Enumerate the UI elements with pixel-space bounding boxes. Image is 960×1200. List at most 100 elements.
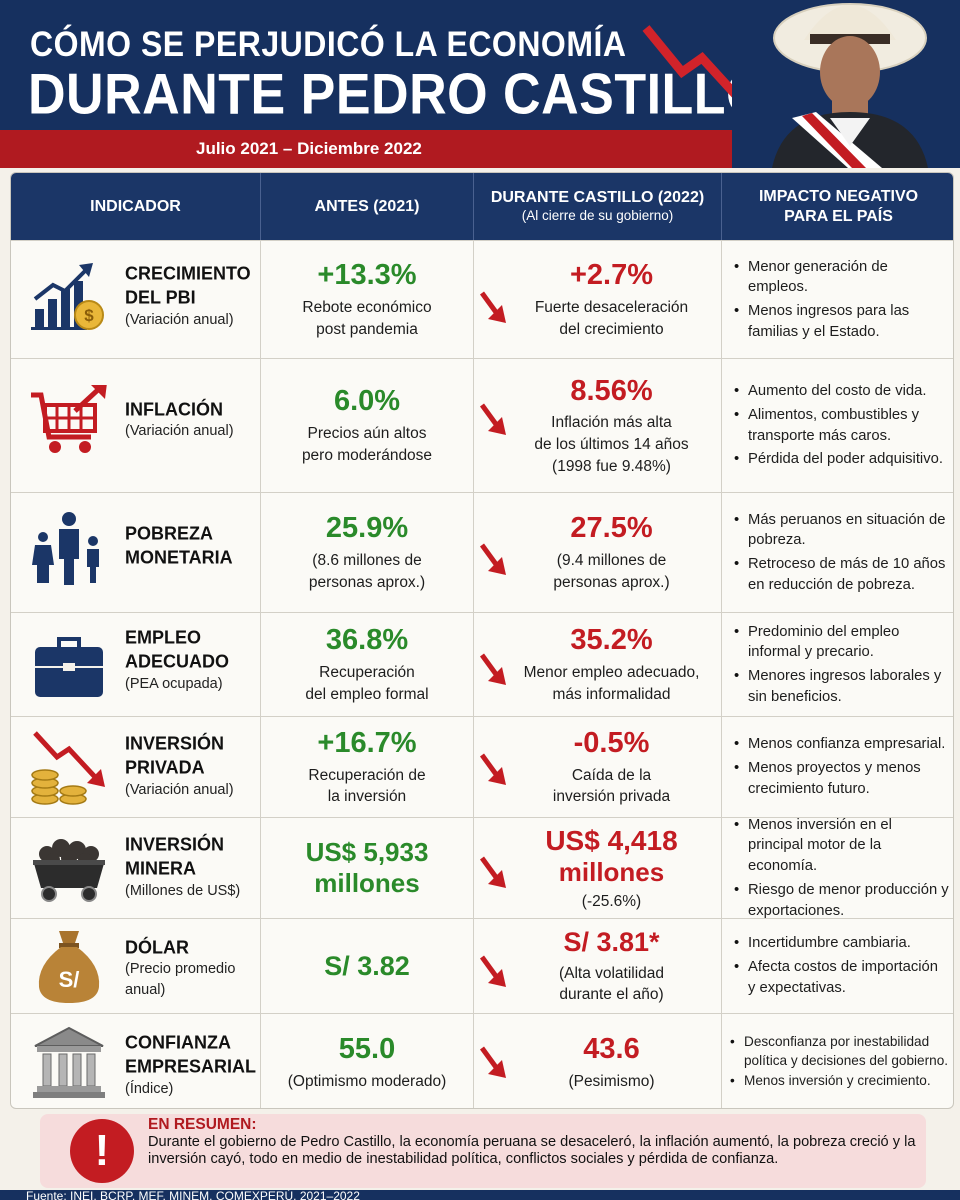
impact-cell: Menos confianza empresarial. Menos proye… [721, 717, 953, 817]
footer: Fuente: INEI, BCRP, MEF, MINEM, COMEXPER… [0, 1190, 960, 1200]
before-description-line-2: la inversión [327, 788, 407, 806]
indicator-name-line-1: DÓLAR [125, 936, 189, 958]
during-cell: S/ 3.81* (Alta volatilidad durante el añ… [473, 919, 721, 1013]
during-description-line-2: durante el año) [559, 986, 664, 1004]
before-value: +13.3% [317, 259, 417, 292]
indicator-cell: INVERSIÓN PRIVADA (Variación anual) [11, 717, 260, 817]
before-description-line-2: pero moderándose [301, 446, 433, 464]
before-cell: +16.7% Recuperación de la inversión [260, 717, 473, 817]
indicator-label: POBREZA MONETARIA [125, 521, 233, 570]
down-arrow-icon [479, 1046, 506, 1078]
before-description-line-1: (8.6 millones de [312, 552, 422, 570]
before-description-line-1: Recuperación de [308, 766, 426, 784]
column-header-impact-line-2: PARA EL PAÍS [784, 207, 893, 225]
impact-item: Alimentos, combustibles y transporte más… [734, 405, 949, 446]
indicator-label: INFLACIÓN (Variación anual) [125, 397, 234, 442]
during-description: Inflación más alta de los últimos 14 año… [534, 412, 688, 477]
indicator-name-line-1: INVERSIÓN [125, 732, 225, 754]
before-description: Recuperación de la inversión [308, 765, 425, 808]
impact-item: Menos confianza empresarial. [734, 734, 949, 755]
indicator-unit: (Millones de US$) [125, 882, 241, 899]
during-description: (Pesimismo) [568, 1072, 655, 1090]
during-value-line-1: US$ 4,418 [545, 824, 678, 856]
impact-cell: Incertidumbre cambiaria. Afecta costos d… [721, 919, 953, 1013]
before-cell: 6.0% Precios aún altos pero moderándose [260, 359, 473, 492]
before-cell: +13.3% Rebote económico post pandemia [260, 241, 473, 358]
impact-item: Incertidumbre cambiaria. [734, 933, 949, 954]
indicator-name-line-2: MINERA [125, 857, 196, 879]
impact-item: Menos inversión en el principal motor de… [734, 815, 949, 877]
before-value: 36.8% [325, 624, 409, 657]
impact-list: Incertidumbre cambiaria. Afecta costos d… [734, 930, 949, 1001]
indicator-unit-line-1: (Precio promedio [125, 961, 236, 978]
before-description: Rebote económico post pandemia [302, 297, 431, 340]
down-arrow-icon [479, 403, 506, 435]
during-description: (-25.6%) [581, 892, 642, 910]
before-description: Precios aún altos pero moderándose [302, 423, 432, 466]
indicator-unit: (Variación anual) [125, 311, 234, 328]
before-cell: 55.0 (Optimismo moderado) [260, 1014, 473, 1108]
indicator-cell: INVERSIÓN MINERA (Millones de US$) [11, 818, 260, 918]
table-row-empleo: EMPLEO ADECUADO (PEA ocupada) 36.8% Recu… [11, 612, 953, 716]
during-description-line-1: (Alta volatilidad [558, 964, 665, 982]
bar-chart-growth-icon: $ [31, 263, 104, 330]
impact-cell: Más peruanos en situación de pobreza. Re… [721, 493, 953, 612]
during-value: 43.6 [583, 1032, 640, 1065]
indicator-name-line-1: INVERSIÓN [125, 833, 225, 855]
impact-list: Predominio del empleo informal y precari… [734, 619, 949, 711]
during-description: (9.4 millones de personas aprox.) [553, 550, 669, 593]
column-header-before: ANTES (2021) [260, 173, 473, 240]
impact-item: Menos ingresos para las familias y el Es… [734, 301, 949, 342]
comparison-table: INDICADOR ANTES (2021) DURANTE CASTILLO … [10, 172, 954, 1109]
impact-item: Afecta costos de importación y expectati… [734, 957, 949, 998]
table-row-inflacion: INFLACIÓN (Variación anual) 6.0% Precios… [11, 358, 953, 492]
table-row-confianza: CONFIANZA EMPRESARIAL (Índice) 55.0 (Opt… [11, 1013, 953, 1108]
during-description-line-1: Fuerte desaceleración [534, 299, 689, 317]
column-header-before-label: ANTES (2021) [314, 197, 420, 215]
column-header-indicator: INDICADOR [11, 173, 260, 240]
during-description: Menor empleo adecuado, más informalidad [524, 662, 700, 705]
down-arrow-icon [479, 753, 506, 785]
during-description: Caída de la inversión privada [553, 765, 670, 808]
before-description: (Optimismo moderado) [287, 1072, 447, 1090]
indicator-cell: S/ DÓLAR (Precio promedio anual) [11, 919, 260, 1013]
summary-text: Durante el gobierno de Pedro Castillo, l… [148, 1134, 916, 1168]
before-value: 6.0% [333, 385, 401, 418]
before-value-line-1: US$ 5,933 [305, 836, 429, 867]
shopping-cart-icon [31, 385, 107, 453]
impact-item: Más peruanos en situación de pobreza. [734, 510, 949, 551]
indicator-cell: CONFIANZA EMPRESARIAL (Índice) [11, 1014, 260, 1108]
before-description-line-1: Recuperación [319, 664, 415, 682]
table-row-inversion-minera: INVERSIÓN MINERA (Millones de US$) US$ 5… [11, 815, 953, 919]
indicator-label: INVERSIÓN MINERA (Millones de US$) [125, 832, 240, 901]
title-line-2: DURANTE PEDRO CASTILLO [28, 63, 767, 127]
indicator-unit: (Variación anual) [125, 423, 234, 440]
before-value: 25.9% [325, 512, 409, 545]
indicator-label: INVERSIÓN PRIVADA (Variación anual) [125, 731, 234, 800]
summary-title: EN RESUMEN: [148, 1116, 257, 1133]
before-value-line-2: millones [314, 868, 420, 898]
during-description-line-2: de los últimos 14 años [534, 436, 689, 454]
during-value: +2.7% [569, 259, 654, 292]
before-description: (8.6 millones de personas aprox.) [309, 550, 425, 593]
impact-cell: Aumento del costo de vida. Alimentos, co… [721, 359, 953, 492]
indicator-name-line-1: CONFIANZA [125, 1031, 231, 1053]
during-cell: 43.6 (Pesimismo) [473, 1014, 721, 1108]
impact-list: Menos inversión en el principal motor de… [734, 812, 949, 925]
indicator-label: CRECIMIENTO DEL PBI (Variación anual) [125, 261, 251, 330]
column-header-during-label: DURANTE CASTILLO (2022) [490, 189, 705, 207]
during-description: Fuerte desaceleración del crecimiento [535, 297, 688, 340]
indicator-name-line-1: CRECIMIENTO [125, 262, 251, 284]
impact-list: Menor generación de empleos. Menos ingre… [734, 254, 949, 346]
indicator-cell: POBREZA MONETARIA [11, 493, 260, 612]
during-description: (Alta volatilidad durante el año) [559, 963, 664, 1006]
indicator-name-line-1: POBREZA [125, 522, 214, 544]
during-description-line-2: más informalidad [552, 685, 671, 703]
during-value: -0.5% [573, 726, 650, 759]
impact-list: Menos confianza empresarial. Menos proye… [734, 731, 949, 802]
impact-cell: Desconfianza por inestabilidad política … [721, 1014, 953, 1108]
during-cell: 8.56% Inflación más alta de los últimos … [473, 359, 721, 492]
portrait-illustration [732, 0, 960, 168]
before-description-line-2: post pandemia [316, 320, 418, 338]
during-cell: US$ 4,418 millones (-25.6%) [473, 818, 721, 918]
